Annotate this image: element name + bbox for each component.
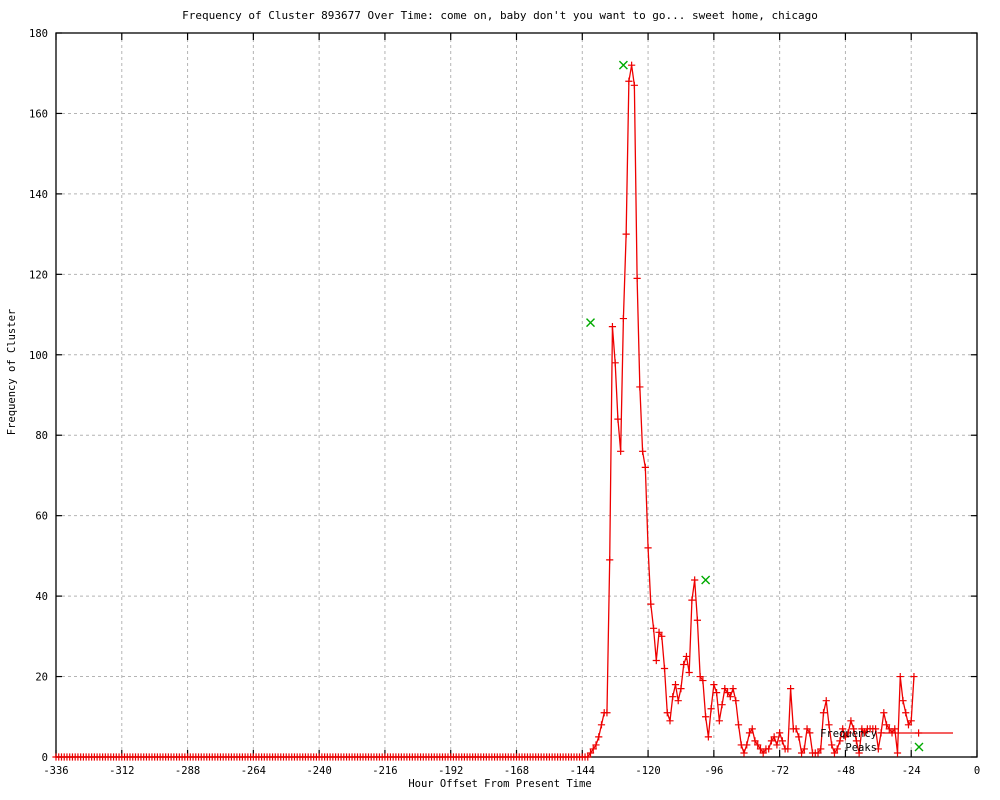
legend-swatch-peaks [914,742,924,752]
y-tick-label: 60 [35,511,48,523]
series-frequency [56,65,915,758]
x-tick-label: -288 [175,765,200,777]
x-tick-label: -144 [570,765,595,777]
y-tick-label: 100 [29,350,48,362]
legend-label-frequency: Frequency [820,728,877,740]
legend: Frequency Peaks [820,728,953,754]
x-tick-label: -48 [836,765,855,777]
x-tick-label: -264 [241,765,266,777]
x-tick-label: -336 [43,765,68,777]
y-tick-label: 40 [35,591,48,603]
x-tick-label: -216 [372,765,397,777]
y-tick-label: 80 [35,430,48,442]
y-tick-label: 160 [29,108,48,120]
y-tick-label: 20 [35,672,48,684]
x-tick-label: -240 [306,765,331,777]
y-tick-label: 0 [42,752,48,764]
x-tick-label: -192 [438,765,463,777]
y-tick-label: 180 [29,28,48,40]
y-tick-label: 140 [29,189,48,201]
x-tick-label: -24 [902,765,921,777]
x-tick-label: -72 [770,765,789,777]
series-peaks [586,60,711,585]
x-tick-label: -96 [704,765,723,777]
x-tick-label: 0 [974,765,980,777]
y-tick-label: 120 [29,269,48,281]
x-axis-label: Hour Offset From Present Time [408,778,592,790]
axis-ticks: 0 20 40 60 80 100 120 140 160 180 -336 -312 -288 -264… [29,28,980,777]
series-frequency-markers [52,62,918,761]
gridlines [56,33,977,757]
x-tick-label: -120 [635,765,660,777]
legend-label-peaks: Peaks [845,742,877,754]
x-tick-label: -312 [109,765,134,777]
x-tick-label: -168 [504,765,529,777]
page-title: Frequency of Cluster 893677 Over Time: c… [182,9,818,22]
